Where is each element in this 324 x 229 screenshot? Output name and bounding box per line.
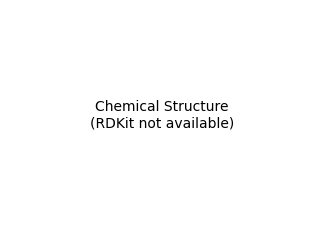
Text: Chemical Structure
(RDKit not available): Chemical Structure (RDKit not available) [90,99,234,130]
